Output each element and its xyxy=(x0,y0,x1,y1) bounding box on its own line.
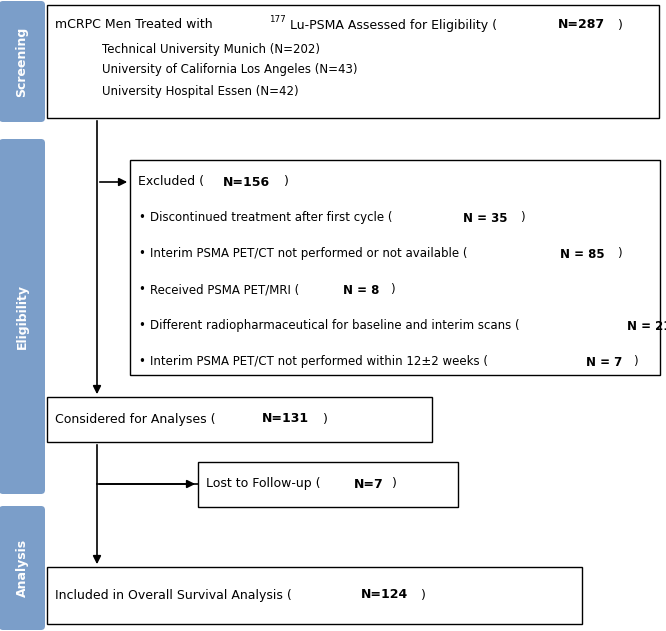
Text: ): ) xyxy=(520,211,525,225)
Text: ): ) xyxy=(392,478,397,490)
Text: N = 21: N = 21 xyxy=(627,319,666,333)
Text: N=7: N=7 xyxy=(354,478,384,490)
Text: •: • xyxy=(138,319,145,333)
Text: Included in Overall Survival Analysis (: Included in Overall Survival Analysis ( xyxy=(55,589,292,601)
Bar xyxy=(47,5,659,118)
Text: ): ) xyxy=(284,175,289,189)
Text: ): ) xyxy=(390,283,394,297)
Text: Analysis: Analysis xyxy=(15,539,29,597)
FancyBboxPatch shape xyxy=(0,506,45,630)
Text: Lost to Follow-up (: Lost to Follow-up ( xyxy=(206,478,320,490)
Text: N=287: N=287 xyxy=(557,18,605,32)
Text: ): ) xyxy=(422,589,426,601)
Text: Technical University Munich (N=202): Technical University Munich (N=202) xyxy=(102,42,320,56)
Text: Considered for Analyses (: Considered for Analyses ( xyxy=(55,413,216,425)
FancyBboxPatch shape xyxy=(0,1,45,122)
Text: University of California Los Angeles (N=43): University of California Los Angeles (N=… xyxy=(102,64,358,76)
Text: N = 7: N = 7 xyxy=(586,355,623,369)
Bar xyxy=(198,462,458,507)
Text: •: • xyxy=(138,211,145,225)
Text: Interim PSMA PET/CT not performed or not available (: Interim PSMA PET/CT not performed or not… xyxy=(150,247,468,261)
Text: ): ) xyxy=(323,413,328,425)
Text: ): ) xyxy=(617,247,622,261)
Text: Interim PSMA PET/CT not performed within 12±2 weeks (: Interim PSMA PET/CT not performed within… xyxy=(150,355,488,369)
Bar xyxy=(47,397,432,442)
Text: Eligibility: Eligibility xyxy=(15,284,29,349)
Text: Different radiopharmaceutical for baseline and interim scans (: Different radiopharmaceutical for baseli… xyxy=(150,319,519,333)
Bar xyxy=(47,567,582,624)
Text: mCRPC Men Treated with: mCRPC Men Treated with xyxy=(55,18,220,32)
Text: •: • xyxy=(138,355,145,369)
Text: N = 85: N = 85 xyxy=(559,247,604,261)
Text: ): ) xyxy=(618,18,623,32)
Text: University Hospital Essen (N=42): University Hospital Essen (N=42) xyxy=(102,85,298,98)
Text: N = 35: N = 35 xyxy=(463,211,507,225)
FancyBboxPatch shape xyxy=(0,139,45,494)
Text: Screening: Screening xyxy=(15,27,29,97)
Text: •: • xyxy=(138,247,145,261)
Text: N=156: N=156 xyxy=(223,175,270,189)
Bar xyxy=(130,160,660,375)
Text: •: • xyxy=(138,283,145,297)
Text: N=124: N=124 xyxy=(360,589,408,601)
Text: 177: 177 xyxy=(268,16,286,25)
Text: N = 8: N = 8 xyxy=(342,283,379,297)
Text: Discontinued treatment after first cycle (: Discontinued treatment after first cycle… xyxy=(150,211,392,225)
Text: ): ) xyxy=(633,355,637,369)
Text: Excluded (: Excluded ( xyxy=(138,175,204,189)
Text: Lu-PSMA Assessed for Eligibility (: Lu-PSMA Assessed for Eligibility ( xyxy=(290,18,498,32)
Text: Received PSMA PET/MRI (: Received PSMA PET/MRI ( xyxy=(150,283,299,297)
Text: N=131: N=131 xyxy=(262,413,309,425)
